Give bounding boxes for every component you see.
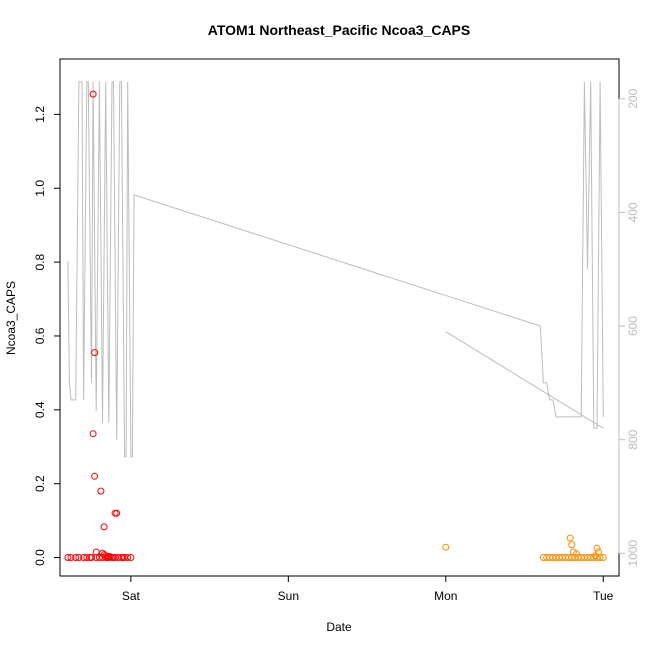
data-point [599,554,607,561]
depth-line-layer [67,81,604,458]
x-tick-label: Sun [278,589,299,603]
points-layer [64,90,607,561]
y-right-tick-label: 200 [626,88,640,108]
data-point [97,487,105,495]
chart-title: ATOM1 Northeast_Pacific Ncoa3_CAPS [208,22,470,38]
data-point [91,349,99,357]
x-axis-title: Date [326,620,352,634]
y-axis-title: Ncoa3_CAPS [4,281,18,355]
y-tick-label: 0.2 [33,475,47,492]
data-point [593,544,601,552]
data-point [124,554,132,561]
y-right-tick-label: 800 [626,429,640,449]
depth-line-segment-1 [445,331,604,429]
y-tick-label: 1.2 [33,106,47,123]
depth-line-segment-0 [67,81,604,458]
data-point [113,509,121,517]
data-point [88,554,95,561]
y-axis: 0.0 0.2 0.4 0.6 0.8 1.0 1.2 [33,106,61,566]
y-right-tick-label: 600 [626,316,640,336]
y-tick-label: 0.4 [33,401,47,418]
x-tick-label: Tue [593,589,614,603]
y-tick-label: 1.0 [33,180,47,197]
data-point [75,554,83,561]
plot-frame [59,58,620,577]
data-point [127,554,135,561]
y-tick-label: 0.8 [33,253,47,270]
x-axis: Sat Sun Mon Tue [122,575,614,603]
x-tick-label: Sat [122,589,141,603]
data-point [83,554,91,561]
data-point [89,430,97,438]
data-point [566,534,574,542]
data-point [64,554,72,561]
data-point [67,554,75,561]
data-point [100,551,108,559]
x-tick-label: Mon [434,589,457,603]
y-right-tick-label: 400 [626,202,640,222]
y-right-tick-label: 1000 [626,540,640,567]
y-tick-label: 0.6 [33,327,47,344]
data-point [91,472,99,480]
data-point [591,552,599,560]
data-point [89,90,97,98]
data-point [106,553,114,561]
data-point [568,541,576,549]
data-point [100,523,108,531]
y-axis-right: 200 400 600 800 1000 [618,88,640,567]
data-point [72,554,80,561]
data-point [442,543,450,551]
data-point [573,550,580,558]
data-point [102,552,110,560]
y-tick-label: 0.0 [33,549,47,566]
